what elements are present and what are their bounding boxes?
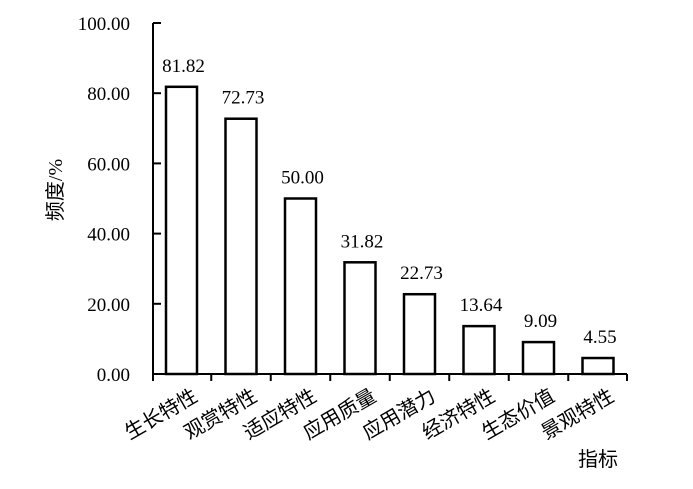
y-tick-label: 100.00 [78,14,130,35]
data-label: 81.82 [162,56,205,77]
bar [224,117,258,376]
bar [283,197,318,376]
y-tick-label: 80.00 [87,84,130,105]
bars [164,85,615,376]
bar [343,261,377,376]
data-labels: 81.82 72.73 50.00 31.82 22.73 13.64 9.09 4.55 [162,56,617,348]
data-label: 13.64 [460,295,503,316]
bar [164,85,199,376]
data-label: 31.82 [341,231,384,252]
bar [521,340,556,376]
y-tick-label: 40.00 [87,225,130,246]
y-axis: 0.00 20.00 40.00 60.00 80.00 100.00 [78,14,161,386]
y-tick-label: 0.00 [97,365,130,386]
bar [402,292,437,376]
data-label: 9.09 [524,311,557,332]
data-label: 22.73 [400,263,443,284]
data-label: 72.73 [222,88,265,109]
data-label: 50.00 [281,168,324,189]
bar [581,356,615,376]
y-axis-title: 频度/% [44,159,67,221]
x-axis-title: 指标 [578,448,618,471]
data-label: 4.55 [583,327,616,348]
bar [462,324,496,376]
y-tick-label: 20.00 [87,295,130,316]
y-tick-label: 60.00 [87,154,130,175]
